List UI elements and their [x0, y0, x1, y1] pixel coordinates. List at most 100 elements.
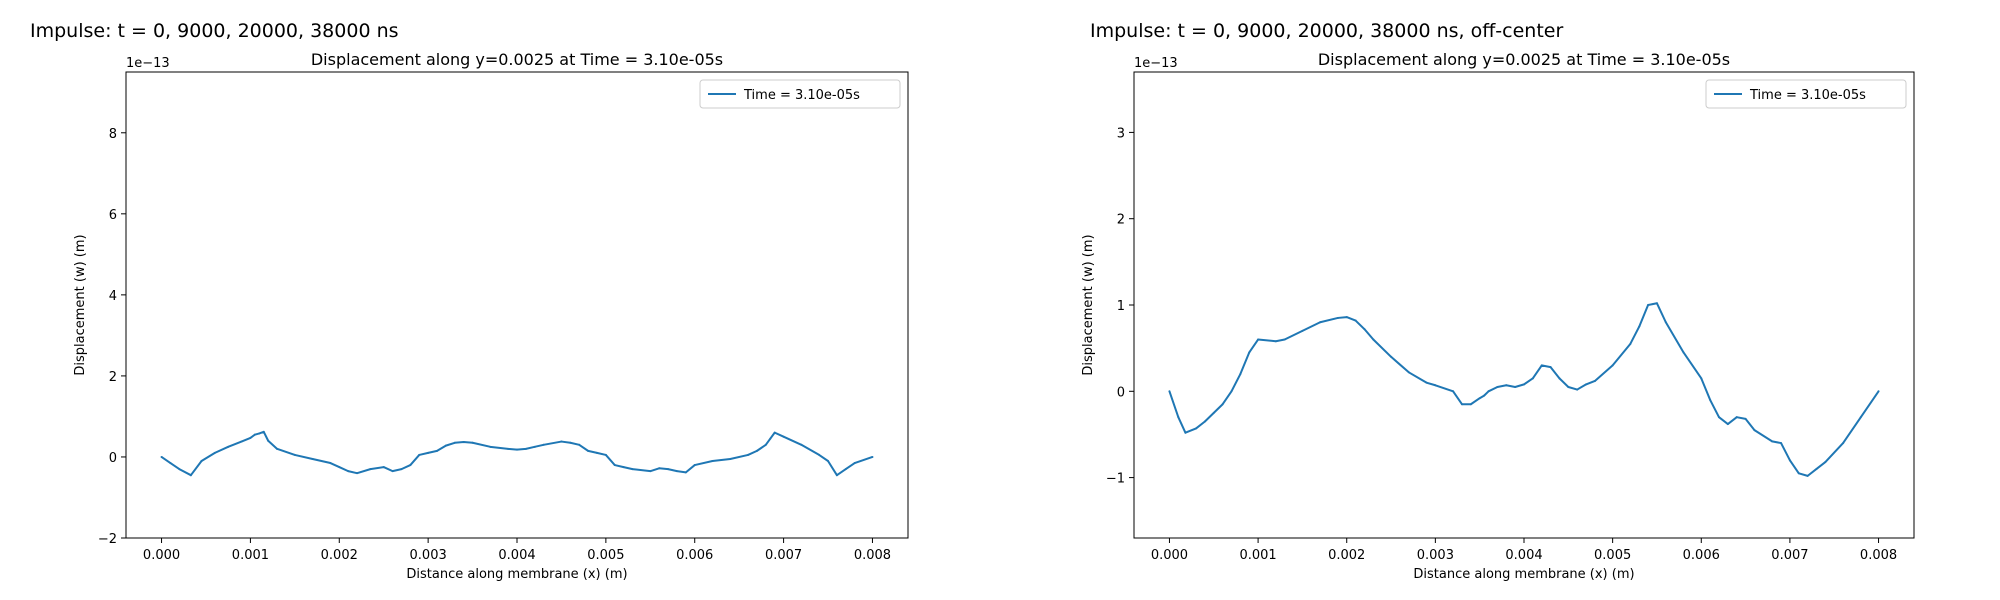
legend-box — [699, 79, 901, 109]
data-point — [436, 449, 439, 452]
legend-label: Time = 3.10e-05s — [1749, 88, 1866, 103]
data-point — [1283, 338, 1286, 341]
data-point — [329, 462, 332, 465]
data-point — [800, 443, 803, 446]
x-tick-label: 0.001 — [1239, 548, 1276, 563]
data-point — [1611, 364, 1614, 367]
data-point — [835, 474, 838, 477]
x-tick-label: 0.004 — [498, 548, 535, 563]
data-point — [844, 468, 847, 471]
x-tick-label: 0.007 — [1771, 548, 1808, 563]
data-point — [764, 443, 767, 446]
data-point — [1531, 377, 1534, 380]
data-point — [1664, 321, 1667, 324]
data-point — [1700, 377, 1703, 380]
x-tick-label: 0.003 — [410, 548, 447, 563]
x-tick-label: 0.005 — [587, 548, 624, 563]
data-point — [1195, 427, 1198, 430]
plot-frame — [125, 71, 909, 539]
x-tick-label: 0.006 — [1683, 548, 1720, 563]
data-point — [1655, 302, 1658, 305]
data-point — [684, 471, 687, 474]
data-point — [262, 430, 265, 433]
data-point — [227, 445, 230, 448]
data-point — [693, 464, 696, 467]
data-point — [1239, 373, 1242, 376]
x-tick-label: 0.004 — [1505, 548, 1542, 563]
data-point — [1806, 474, 1809, 477]
data-point — [453, 441, 456, 444]
x-tick-label: 0.002 — [321, 548, 358, 563]
x-tick-label: 0.008 — [854, 548, 891, 563]
y-tick-label: 2 — [109, 370, 117, 385]
data-point — [1780, 442, 1783, 445]
data-point — [729, 457, 732, 460]
data-point — [631, 468, 634, 471]
data-point — [382, 466, 385, 469]
x-tick-label: 0.002 — [1328, 548, 1365, 563]
x-tick-label: 0.008 — [1860, 548, 1897, 563]
chart-2: Displacement along y=0.0025 at Time = 3.… — [1081, 50, 1915, 582]
data-point — [1487, 390, 1490, 393]
data-point — [1585, 383, 1588, 386]
data-point — [1212, 411, 1215, 414]
data-point — [1257, 338, 1260, 341]
x-tick-label: 0.007 — [765, 548, 802, 563]
x-tick-label: 0.000 — [143, 548, 180, 563]
data-point — [533, 445, 536, 448]
data-point — [1788, 459, 1791, 462]
y-tick-label: 8 — [109, 127, 117, 142]
data-point — [1576, 388, 1579, 391]
legend-box — [1705, 79, 1907, 109]
data-point — [391, 470, 394, 473]
data-point — [1540, 364, 1543, 367]
data-point — [1514, 385, 1517, 388]
data-point — [471, 441, 474, 444]
y-axis-label: Displacement (w) (m) — [1081, 234, 1096, 375]
data-point — [1505, 384, 1508, 387]
x-tick-label: 0.001 — [232, 548, 269, 563]
x-tick-label: 0.000 — [1151, 548, 1188, 563]
y-tick-label: −1 — [1106, 472, 1125, 487]
data-point — [249, 436, 252, 439]
data-point — [1593, 379, 1596, 382]
data-point — [409, 464, 412, 467]
data-point — [1549, 366, 1552, 369]
data-point — [462, 440, 465, 443]
y-tick-label: 4 — [109, 289, 117, 304]
legend-label: Time = 3.10e-05s — [743, 88, 860, 103]
data-point — [1177, 416, 1180, 419]
data-point — [311, 457, 314, 460]
data-point — [178, 468, 181, 471]
data-point — [675, 470, 678, 473]
plot-frame — [1133, 71, 1915, 539]
chart-title: Displacement along y=0.0025 at Time = 3.… — [1318, 50, 1730, 69]
data-point — [853, 462, 856, 465]
data-point — [595, 451, 598, 454]
data-point — [1478, 397, 1481, 400]
data-point — [1558, 377, 1561, 380]
data-point — [1319, 321, 1322, 324]
data-point — [1301, 329, 1304, 332]
x-tick-label: 0.005 — [1594, 548, 1631, 563]
data-point — [613, 464, 616, 467]
data-point — [1753, 429, 1756, 432]
data-point — [1407, 371, 1410, 374]
data-point — [516, 448, 518, 451]
data-point — [1248, 351, 1251, 354]
y-tick-label: 6 — [109, 208, 117, 223]
data-point — [1638, 325, 1641, 328]
data-point — [818, 453, 821, 456]
data-point — [871, 455, 874, 458]
data-point — [1221, 403, 1224, 406]
data-point — [1354, 319, 1357, 322]
data-point — [1434, 384, 1437, 387]
data-point — [578, 443, 581, 446]
data-point — [369, 468, 372, 471]
y-tick-label: −2 — [98, 532, 117, 547]
series-line — [160, 430, 873, 477]
data-point — [347, 470, 350, 473]
data-point — [1682, 351, 1685, 354]
data-point — [1877, 390, 1880, 393]
